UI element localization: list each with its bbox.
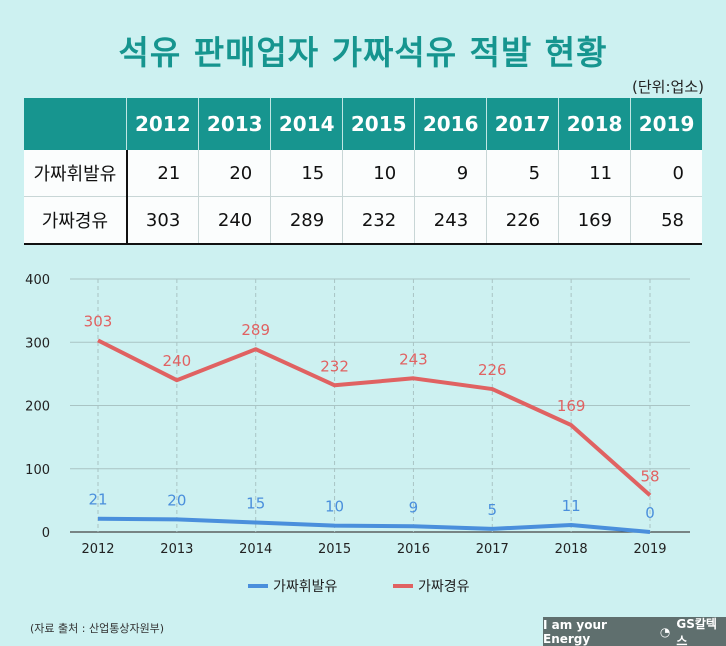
year-header: 2014 <box>270 98 343 150</box>
source-note: (자료 출처 : 산업통상자원부) <box>30 622 165 635</box>
data-label: 11 <box>562 497 581 515</box>
table-cell: 11 <box>558 150 631 197</box>
data-label: 58 <box>640 467 659 485</box>
table-cell: 0 <box>630 150 702 197</box>
y-tick-label: 200 <box>25 400 50 415</box>
unit-label: (단위:업소) <box>632 78 704 96</box>
data-label: 232 <box>320 357 349 375</box>
table-cell: 226 <box>486 196 559 245</box>
year-header: 2015 <box>342 98 415 150</box>
legend-item-diesel: 가짜경유 <box>393 576 470 596</box>
data-label: 226 <box>478 361 507 379</box>
x-tick-label: 2017 <box>476 542 509 557</box>
data-label: 20 <box>167 491 186 509</box>
data-table: 2012 2013 2014 2015 2016 2017 2018 2019 가짜휘발유 21… <box>24 98 702 245</box>
table-cell: 289 <box>270 196 343 245</box>
y-tick-label: 400 <box>25 273 50 288</box>
data-label: 21 <box>88 491 107 509</box>
brand-slogan: I am your Energy <box>543 617 607 646</box>
row-label: 가짜경유 <box>24 196 128 245</box>
series-line-1 <box>97 338 652 497</box>
data-label: 243 <box>399 350 428 368</box>
table-cell: 243 <box>414 196 487 245</box>
year-header: 2019 <box>630 98 702 150</box>
data-label: 303 <box>84 312 113 330</box>
y-tick-label: 300 <box>25 336 50 351</box>
row-label: 가짜휘발유 <box>24 150 128 197</box>
table-cell: 58 <box>630 196 702 245</box>
data-label: 5 <box>488 501 498 519</box>
year-header: 2018 <box>558 98 631 150</box>
y-tick-label: 100 <box>25 463 50 478</box>
table-cell: 9 <box>414 150 487 197</box>
corner-cell <box>24 98 127 150</box>
table-cell: 169 <box>558 196 631 245</box>
table-header-row: 2012 2013 2014 2015 2016 2017 2018 2019 <box>24 98 702 150</box>
data-label: 0 <box>645 504 655 522</box>
table-cell: 240 <box>198 196 271 245</box>
x-tick-label: 2014 <box>239 542 272 557</box>
x-tick-label: 2019 <box>633 542 666 557</box>
x-tick-label: 2015 <box>318 542 351 557</box>
table-cell: 15 <box>270 150 343 197</box>
table-cell: 10 <box>342 150 415 197</box>
legend-swatch <box>248 584 268 588</box>
data-label: 15 <box>246 495 265 513</box>
brand-name: GS칼텍스 <box>676 616 717 646</box>
x-tick-label: 2018 <box>555 542 588 557</box>
data-label: 289 <box>241 321 270 339</box>
table-cell: 303 <box>126 196 199 245</box>
table-row: 가짜휘발유 21 20 15 10 9 5 11 0 <box>24 150 702 197</box>
brand-logo: I am your Energy ◔ GS칼텍스 <box>543 617 726 646</box>
table-cell: 21 <box>126 150 199 197</box>
table-cell: 5 <box>486 150 559 197</box>
page-title: 석유 판매업자 가짜석유 적발 현황 <box>118 33 608 72</box>
legend-label: 가짜경유 <box>418 579 470 595</box>
data-label: 9 <box>409 498 419 516</box>
year-header: 2017 <box>486 98 559 150</box>
data-label: 240 <box>163 352 192 370</box>
year-header: 2012 <box>126 98 199 150</box>
data-label: 10 <box>325 498 344 516</box>
table-cell: 232 <box>342 196 415 245</box>
gs-logo-icon: ◔ <box>659 624 671 639</box>
series-line-0 <box>97 516 651 534</box>
year-header: 2016 <box>414 98 487 150</box>
x-tick-label: 2016 <box>397 542 430 557</box>
data-label: 169 <box>557 397 586 415</box>
y-tick-label: 0 <box>42 526 50 541</box>
x-tick-label: 2013 <box>160 542 193 557</box>
legend-swatch <box>393 584 413 588</box>
legend-label: 가짜휘발유 <box>273 579 338 595</box>
year-header: 2013 <box>198 98 271 150</box>
x-tick-label: 2012 <box>81 542 114 557</box>
legend-item-gasoline: 가짜휘발유 <box>248 576 337 596</box>
table-row: 가짜경유 303 240 289 232 243 226 169 58 <box>24 196 702 245</box>
table-cell: 20 <box>198 150 271 197</box>
